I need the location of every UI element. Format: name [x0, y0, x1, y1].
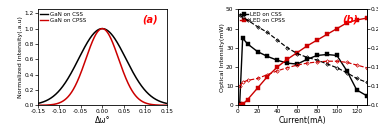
GaN on CPSS: [100, 28, 104, 29]
LED on CSS: [345, 70, 349, 72]
GaN on CPSS: [58, 102, 63, 103]
GaN on CSS: [164, 103, 169, 104]
GaN on CSS: [58, 88, 63, 90]
LED on CSS: [240, 37, 245, 39]
GaN on CSS: [36, 103, 40, 104]
LED on CSS: [325, 54, 329, 55]
GaN on CPSS: [164, 104, 169, 106]
LED on CPSS: [285, 58, 290, 60]
GaN on CPSS: [36, 104, 40, 106]
GaN on CPSS: [133, 94, 137, 96]
LED on CPSS: [305, 45, 310, 47]
GaN on CSS: [112, 37, 116, 38]
Y-axis label: Normalized Intensity(.a.u): Normalized Intensity(.a.u): [18, 16, 23, 98]
GaN on CPSS: [94, 33, 98, 35]
LED on CSS: [265, 56, 270, 57]
Line: GaN on CSS: GaN on CSS: [38, 29, 167, 103]
Line: GaN on CPSS: GaN on CPSS: [38, 29, 167, 105]
Legend: LED on CSS, LED on CPSS: LED on CSS, LED on CPSS: [239, 11, 285, 23]
Line: LED on CSS: LED on CSS: [238, 37, 368, 106]
LED on CSS: [295, 63, 299, 65]
LED on CSS: [237, 104, 242, 105]
LED on CPSS: [355, 19, 359, 21]
GaN on CPSS: [69, 92, 73, 94]
LED on CPSS: [335, 28, 339, 29]
LED on CPSS: [265, 76, 270, 77]
LED on CPSS: [325, 34, 329, 35]
LED on CSS: [315, 55, 319, 56]
LED on CSS: [364, 95, 369, 97]
Line: LED on CPSS: LED on CPSS: [238, 17, 368, 107]
Legend: GaN on CSS, GaN on CPSS: GaN on CSS, GaN on CPSS: [39, 11, 87, 23]
GaN on CPSS: [122, 73, 126, 75]
LED on CPSS: [364, 17, 369, 19]
Text: (b): (b): [342, 14, 358, 24]
GaN on CSS: [133, 75, 137, 77]
X-axis label: Δω°: Δω°: [94, 116, 110, 125]
LED on CPSS: [315, 39, 319, 41]
LED on CPSS: [237, 104, 242, 106]
Y-axis label: Optical Intensity(mW): Optical Intensity(mW): [220, 23, 225, 92]
GaN on CSS: [100, 28, 105, 29]
LED on CPSS: [255, 87, 260, 89]
Text: (a): (a): [142, 14, 158, 24]
LED on CSS: [255, 51, 260, 52]
LED on CSS: [305, 58, 310, 60]
LED on CPSS: [295, 52, 299, 53]
LED on CPSS: [245, 99, 250, 100]
LED on CSS: [285, 62, 290, 64]
LED on CSS: [275, 59, 280, 61]
X-axis label: Current(mA): Current(mA): [278, 116, 326, 125]
GaN on CSS: [69, 73, 73, 74]
GaN on CPSS: [112, 45, 116, 47]
LED on CPSS: [345, 22, 349, 24]
LED on CSS: [335, 55, 339, 56]
LED on CPSS: [240, 104, 245, 105]
LED on CSS: [355, 89, 359, 91]
GaN on CSS: [122, 54, 126, 56]
LED on CSS: [245, 43, 250, 45]
GaN on CSS: [94, 30, 98, 32]
LED on CPSS: [275, 66, 280, 68]
